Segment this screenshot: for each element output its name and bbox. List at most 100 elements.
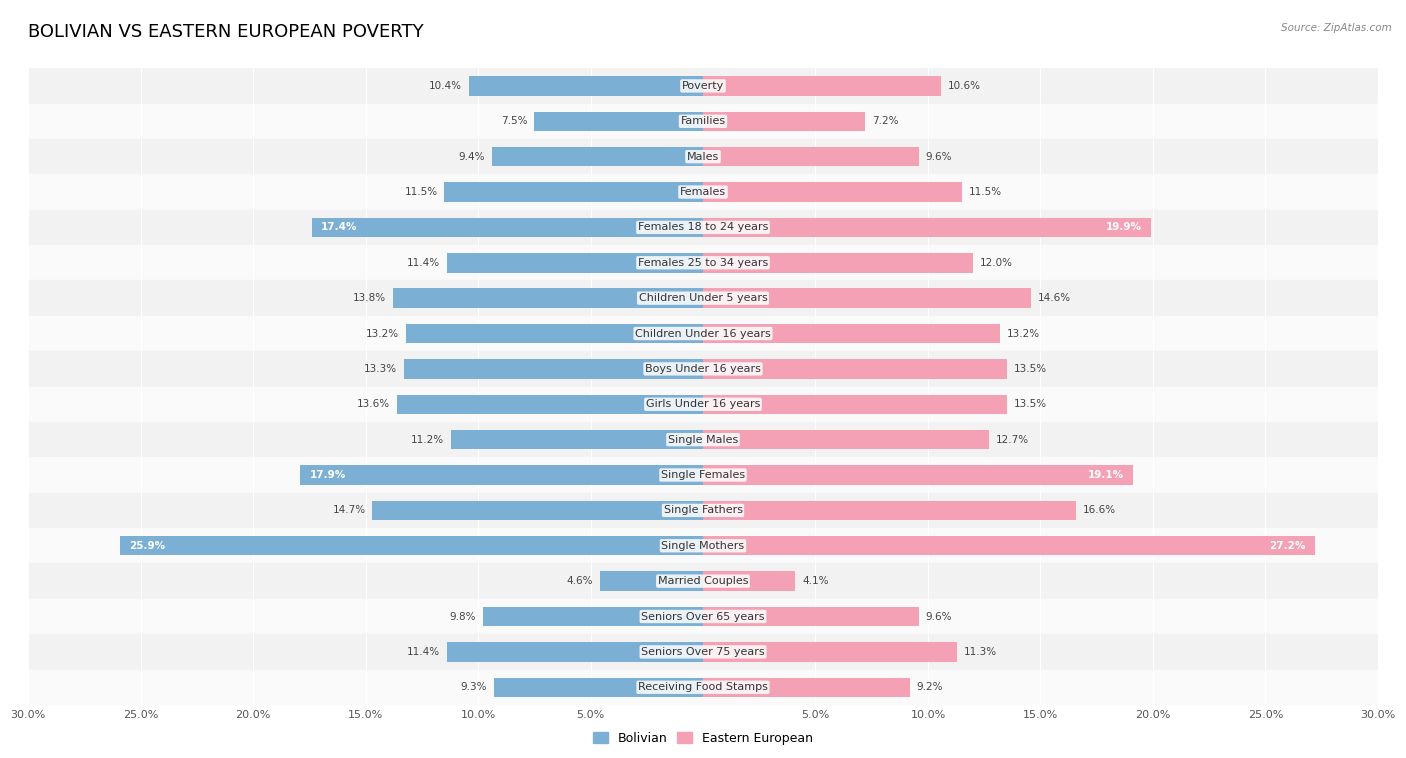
Bar — [703, 218, 1150, 237]
Bar — [28, 528, 1378, 563]
Bar — [28, 139, 1378, 174]
Text: 9.3%: 9.3% — [461, 682, 486, 692]
Text: 13.3%: 13.3% — [364, 364, 396, 374]
Text: Families: Families — [681, 116, 725, 127]
Bar — [703, 77, 942, 96]
Bar — [28, 280, 1378, 316]
Bar — [28, 174, 1378, 210]
Bar — [447, 642, 703, 662]
Text: Children Under 16 years: Children Under 16 years — [636, 328, 770, 339]
Bar — [703, 111, 865, 131]
Text: Single Fathers: Single Fathers — [664, 506, 742, 515]
Bar — [28, 351, 1378, 387]
Bar — [703, 678, 910, 697]
Bar — [28, 493, 1378, 528]
Text: Females 25 to 34 years: Females 25 to 34 years — [638, 258, 768, 268]
Text: 19.9%: 19.9% — [1105, 222, 1142, 233]
Text: 11.2%: 11.2% — [411, 434, 444, 445]
Text: 7.2%: 7.2% — [872, 116, 898, 127]
Text: 10.4%: 10.4% — [429, 81, 463, 91]
Text: 9.2%: 9.2% — [917, 682, 943, 692]
Bar — [373, 501, 703, 520]
Bar — [444, 183, 703, 202]
Text: 17.4%: 17.4% — [321, 222, 357, 233]
Bar — [492, 147, 703, 167]
Bar — [703, 465, 1133, 485]
Bar — [534, 111, 703, 131]
Bar — [406, 324, 703, 343]
Bar — [301, 465, 703, 485]
Text: 17.9%: 17.9% — [309, 470, 346, 480]
Text: Single Females: Single Females — [661, 470, 745, 480]
Bar — [703, 288, 1032, 308]
Text: 9.4%: 9.4% — [458, 152, 485, 161]
Bar — [703, 501, 1077, 520]
Text: 19.1%: 19.1% — [1088, 470, 1123, 480]
Bar — [703, 359, 1007, 379]
Text: 13.8%: 13.8% — [353, 293, 385, 303]
Legend: Bolivian, Eastern European: Bolivian, Eastern European — [588, 727, 818, 750]
Bar — [28, 669, 1378, 705]
Bar — [28, 210, 1378, 245]
Bar — [28, 563, 1378, 599]
Bar — [451, 430, 703, 449]
Bar — [28, 316, 1378, 351]
Bar — [599, 572, 703, 591]
Text: Seniors Over 75 years: Seniors Over 75 years — [641, 647, 765, 657]
Bar — [703, 183, 962, 202]
Bar — [703, 642, 957, 662]
Bar — [396, 394, 703, 414]
Text: Males: Males — [688, 152, 718, 161]
Text: Receiving Food Stamps: Receiving Food Stamps — [638, 682, 768, 692]
Text: 11.4%: 11.4% — [406, 258, 440, 268]
Text: Seniors Over 65 years: Seniors Over 65 years — [641, 612, 765, 622]
Text: Children Under 5 years: Children Under 5 years — [638, 293, 768, 303]
Bar — [28, 245, 1378, 280]
Text: Single Males: Single Males — [668, 434, 738, 445]
Bar — [703, 572, 796, 591]
Text: 27.2%: 27.2% — [1270, 540, 1306, 551]
Bar — [482, 607, 703, 626]
Text: Single Mothers: Single Mothers — [661, 540, 745, 551]
Text: 11.4%: 11.4% — [406, 647, 440, 657]
Bar — [28, 68, 1378, 104]
Bar — [703, 253, 973, 273]
Text: 12.0%: 12.0% — [980, 258, 1012, 268]
Text: 13.2%: 13.2% — [1007, 328, 1040, 339]
Text: 16.6%: 16.6% — [1083, 506, 1116, 515]
Text: 9.6%: 9.6% — [925, 152, 952, 161]
Bar — [703, 536, 1315, 556]
Bar — [703, 607, 920, 626]
Bar — [703, 394, 1007, 414]
Bar — [703, 147, 920, 167]
Text: 11.5%: 11.5% — [405, 187, 437, 197]
Bar — [312, 218, 703, 237]
Bar — [28, 457, 1378, 493]
Text: 11.5%: 11.5% — [969, 187, 1001, 197]
Text: 9.6%: 9.6% — [925, 612, 952, 622]
Bar — [404, 359, 703, 379]
Text: 10.6%: 10.6% — [948, 81, 981, 91]
Text: Boys Under 16 years: Boys Under 16 years — [645, 364, 761, 374]
Text: 13.5%: 13.5% — [1014, 364, 1046, 374]
Bar — [494, 678, 703, 697]
Text: Poverty: Poverty — [682, 81, 724, 91]
Text: Females 18 to 24 years: Females 18 to 24 years — [638, 222, 768, 233]
Text: 9.8%: 9.8% — [450, 612, 475, 622]
Text: Females: Females — [681, 187, 725, 197]
Bar — [392, 288, 703, 308]
Text: 14.7%: 14.7% — [332, 506, 366, 515]
Bar — [28, 634, 1378, 669]
Text: 13.2%: 13.2% — [366, 328, 399, 339]
Text: Married Couples: Married Couples — [658, 576, 748, 586]
Bar — [28, 387, 1378, 422]
Text: 4.6%: 4.6% — [567, 576, 593, 586]
Bar — [28, 104, 1378, 139]
Text: BOLIVIAN VS EASTERN EUROPEAN POVERTY: BOLIVIAN VS EASTERN EUROPEAN POVERTY — [28, 23, 423, 41]
Text: Source: ZipAtlas.com: Source: ZipAtlas.com — [1281, 23, 1392, 33]
Text: 13.5%: 13.5% — [1014, 399, 1046, 409]
Text: 25.9%: 25.9% — [129, 540, 166, 551]
Bar — [121, 536, 703, 556]
Bar — [470, 77, 703, 96]
Text: 4.1%: 4.1% — [801, 576, 828, 586]
